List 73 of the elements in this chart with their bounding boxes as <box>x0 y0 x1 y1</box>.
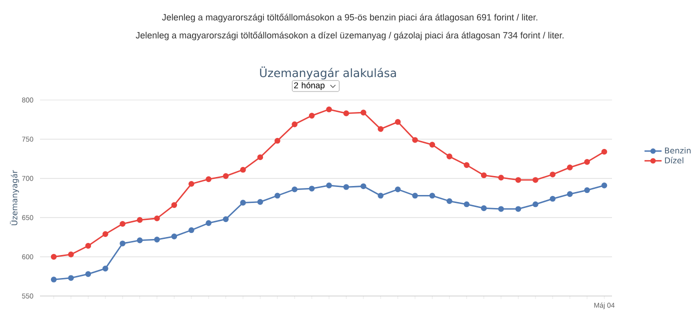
point <box>240 200 246 206</box>
point <box>292 121 298 128</box>
point <box>257 199 264 205</box>
point <box>566 191 573 197</box>
point <box>171 202 178 208</box>
point <box>378 192 384 199</box>
point <box>292 186 298 192</box>
point <box>136 217 143 223</box>
point <box>274 138 280 144</box>
point <box>429 192 436 199</box>
point <box>222 173 229 179</box>
chart-title: Üzemanyagár alakulása <box>260 66 396 80</box>
point <box>394 119 401 125</box>
point <box>429 142 436 148</box>
legend-label: Dízel <box>665 156 684 164</box>
point <box>308 186 315 192</box>
point <box>601 148 608 155</box>
point <box>343 184 350 190</box>
point <box>378 126 384 132</box>
point <box>343 110 350 116</box>
text: Jelenleg a magyarországi töltőállomásokon a dízel üzemanyag / gázolaj piaci ára átlagosan 734 forint / liter. <box>136 32 564 40</box>
legend-label: Benzin <box>665 147 691 154</box>
point <box>550 172 556 178</box>
point <box>584 187 590 194</box>
point <box>446 154 452 160</box>
point <box>308 112 315 119</box>
text: Jelenleg a magyarországi töltőállomásokon a 95-ös benzin piaci ára átlagosan 691 forint / liter. <box>162 14 538 22</box>
point <box>532 201 538 208</box>
point <box>464 201 470 208</box>
point <box>480 205 487 212</box>
point <box>85 271 92 277</box>
point <box>498 174 504 181</box>
point <box>50 254 57 260</box>
point <box>50 276 57 282</box>
text: 2 hónap <box>294 82 325 90</box>
point <box>68 275 74 281</box>
point <box>532 177 538 183</box>
point <box>394 186 401 192</box>
point <box>446 198 452 204</box>
point <box>154 236 160 242</box>
point <box>171 234 178 240</box>
point <box>550 196 556 202</box>
y-axis-title: Üzemanyagár <box>10 170 19 226</box>
point <box>68 252 74 258</box>
point <box>257 154 264 160</box>
point <box>222 216 229 222</box>
point <box>464 162 470 168</box>
point <box>326 106 332 112</box>
point <box>412 192 418 199</box>
point <box>584 159 590 165</box>
point <box>326 182 332 188</box>
point <box>188 180 194 187</box>
point <box>274 192 280 199</box>
point <box>120 220 126 227</box>
point <box>102 231 108 237</box>
point <box>480 172 487 178</box>
point <box>136 237 143 244</box>
point <box>412 137 418 143</box>
point <box>154 215 160 222</box>
point <box>102 266 108 272</box>
point <box>360 110 366 116</box>
point <box>360 183 366 190</box>
point <box>515 206 522 212</box>
point <box>206 176 212 182</box>
point <box>498 206 504 212</box>
point <box>206 220 212 226</box>
point <box>240 166 246 173</box>
point <box>601 182 608 188</box>
point <box>515 177 522 183</box>
point <box>188 227 194 234</box>
point <box>120 240 126 246</box>
point <box>85 242 92 249</box>
point <box>566 164 573 170</box>
